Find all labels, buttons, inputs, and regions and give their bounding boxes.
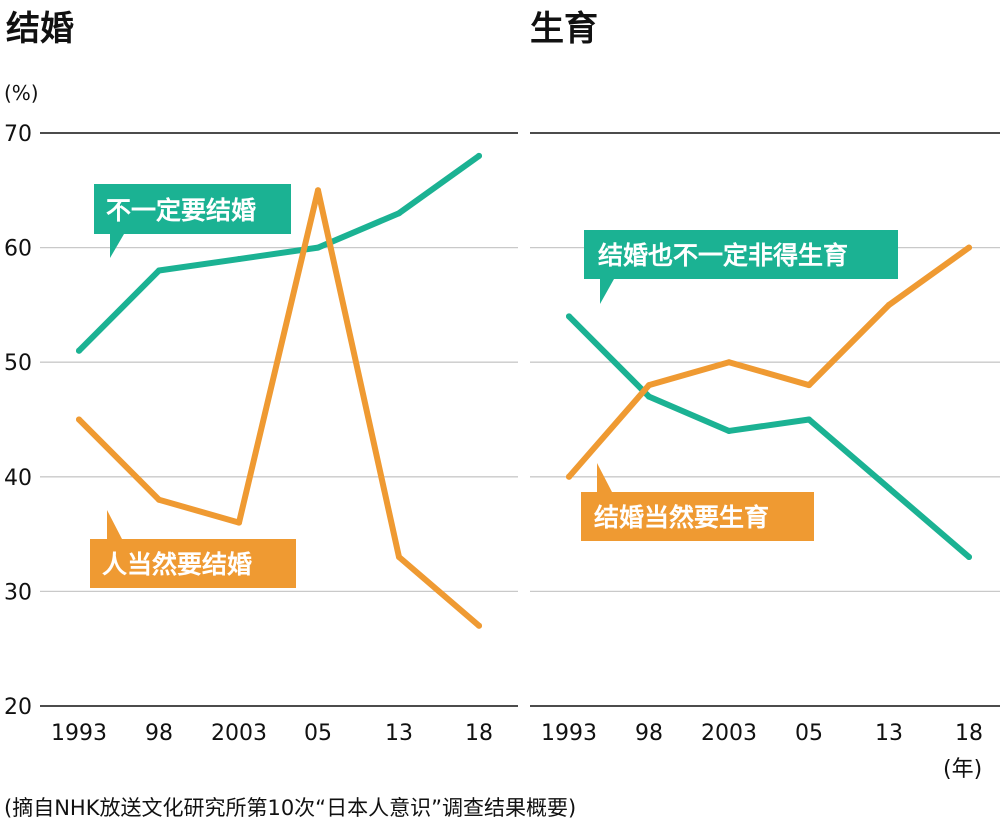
data-point-left-green: [236, 256, 242, 263]
data-point-left-orange: [476, 622, 482, 629]
callout-right-green-box: [584, 230, 898, 304]
data-point-right-green: [806, 416, 812, 423]
y-axis-ticks: 20 30 40 50 60 70: [4, 122, 32, 720]
data-point-right-orange: [966, 244, 972, 251]
legend-right-green: 结婚也不一定非得生育: [598, 241, 848, 270]
data-point-right-orange: [726, 359, 732, 366]
y-tick-label: 20: [4, 695, 32, 720]
x-axis-ticks-right: 1993 98 2003 05 13 18: [541, 721, 983, 746]
x-tick-label-left: 05: [304, 721, 332, 746]
data-point-right-green: [966, 554, 972, 561]
panel-title-marriage: 结婚: [6, 9, 74, 49]
data-point-right-green: [566, 313, 572, 320]
series-layer: [76, 152, 972, 629]
legend-right-orange: 结婚当然要生育: [594, 503, 769, 532]
data-point-right-green: [886, 485, 892, 492]
x-tick-label-right: 1993: [541, 721, 597, 746]
callout-left-green-box: [94, 184, 291, 258]
callout-left-green: 不一定要结婚: [94, 184, 291, 258]
x-tick-label-left: 13: [385, 721, 413, 746]
callout-left-orange: 人当然要结婚: [90, 510, 296, 588]
data-point-left-orange: [156, 496, 162, 503]
data-point-right-green: [726, 427, 732, 434]
data-point-left-orange: [396, 554, 402, 561]
gridlines-left: [40, 132, 518, 707]
legend-left-orange: 人当然要结婚: [102, 550, 252, 579]
series-line-left-orange: [76, 187, 482, 629]
source-note: (摘自NHK放送文化研究所第10次“日本人意识”调查结果概要): [4, 796, 576, 820]
data-point-left-orange: [76, 416, 82, 423]
callout-right-orange: 结婚当然要生育: [581, 463, 814, 541]
y-tick-label: 70: [4, 122, 32, 147]
data-point-left-green: [476, 152, 482, 159]
y-tick-label: 50: [4, 351, 32, 376]
x-tick-label-right: 98: [635, 721, 663, 746]
panel-title-childbirth: 生育: [530, 9, 598, 49]
x-tick-label-left: 2003: [211, 721, 267, 746]
data-point-left-green: [315, 244, 321, 251]
data-point-right-green: [646, 393, 652, 400]
y-tick-label: 30: [4, 580, 32, 605]
x-tick-label-right: 13: [875, 721, 903, 746]
y-tick-label: 60: [4, 237, 32, 262]
gridlines-right: [530, 132, 1000, 707]
x-tick-label-right: 05: [795, 721, 823, 746]
data-point-left-green: [76, 347, 82, 354]
x-axis-ticks-left: 1993 98 2003 05 13 18: [51, 721, 493, 746]
y-tick-label: 40: [4, 466, 32, 491]
x-tick-label-right: 2003: [701, 721, 757, 746]
data-point-left-green: [396, 210, 402, 217]
callout-right-orange-box: [581, 463, 814, 541]
data-point-left-orange: [315, 187, 321, 194]
y-axis-unit-label: (%): [4, 81, 39, 105]
data-point-right-orange: [566, 473, 572, 480]
callout-right-green: 结婚也不一定非得生育: [584, 230, 898, 304]
data-point-right-orange: [886, 301, 892, 308]
x-tick-label-left: 1993: [51, 721, 107, 746]
data-point-right-orange: [806, 382, 812, 389]
legend-left-green: 不一定要结婚: [106, 196, 256, 225]
series-line-right-green: [566, 313, 972, 561]
x-axis-year-label: (年): [943, 757, 982, 782]
series-line-right-orange: [566, 244, 972, 480]
series-line-left-green: [76, 152, 482, 354]
data-point-left-orange: [236, 519, 242, 526]
callout-left-orange-box: [90, 510, 296, 588]
data-point-right-orange: [646, 382, 652, 389]
x-tick-label-right: 18: [955, 721, 983, 746]
data-point-left-green: [156, 267, 162, 274]
x-tick-label-left: 18: [465, 721, 493, 746]
x-tick-label-left: 98: [145, 721, 173, 746]
